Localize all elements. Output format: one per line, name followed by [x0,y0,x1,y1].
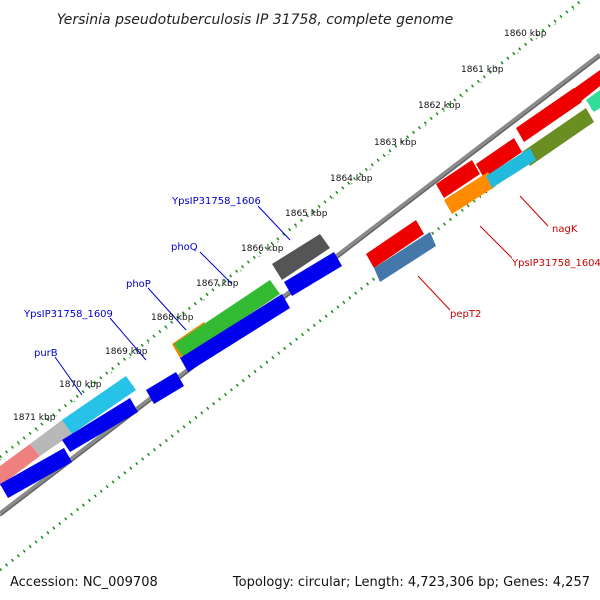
kbp-label: 1870 kbp [59,380,102,390]
gene-arrow [146,372,184,404]
gene-arrow [0,448,72,498]
kbp-label: 1860 kbp [504,29,547,39]
kbp-label: 1871 kbp [13,413,56,423]
gene-arrow [374,232,436,282]
kbp-label: 1868 kbp [151,313,194,323]
kbp-label: 1861 kbp [461,65,504,75]
gene-label: YpsIP31758_1606 [171,196,261,207]
gene-arrow [0,444,40,486]
gene-arrow [272,234,330,280]
gene-label: YpsIP31758_1604 [511,258,600,269]
accession-text: Accession: NC_009708 [10,575,158,590]
kbp-label: 1869 kbp [105,347,148,357]
kbp-label: 1867 kbp [196,279,239,289]
gene-arrow [62,398,138,452]
gene-arrow [62,376,136,434]
kbp-label: 1864 kbp [330,174,373,184]
map-title: Yersinia pseudotuberculosis IP 31758, co… [57,12,454,28]
gene-label: pepT2 [450,309,481,320]
gene-arrow [476,138,522,178]
forward-strand-genes [0,70,600,486]
gene-arrow [436,160,480,198]
gene-arrow [444,172,496,214]
gene-arrow [516,88,582,142]
kbp-labels: 1860 kbp 1861 kbp 1862 kbp 1863 kbp 1864… [13,29,547,423]
reverse-strand-genes [0,148,536,498]
kbp-label: 1862 kbp [418,101,461,111]
gene-label: phoP [126,279,151,290]
gene-arrow [572,70,600,102]
gene-arrow [366,220,424,268]
gene-arrow [180,294,290,372]
genome-summary: Topology: circular; Length: 4,723,306 bp… [232,575,590,590]
gene-label: phoQ [171,242,198,253]
gene-label: YpsIP31758_1609 [23,309,113,320]
gene-arrow [486,148,536,188]
gene-arrow [586,90,600,112]
gene-arrow [522,108,594,166]
gene-arrow [284,252,342,296]
kbp-label: 1865 kbp [285,209,328,219]
gene-arrow [30,420,72,456]
gene-label: purB [34,348,58,359]
kbp-label: 1866 kbp [241,244,284,254]
gene-labels: YpsIP31758_1606 phoQ phoP YpsIP31758_160… [23,196,600,359]
label-leaders [54,195,549,396]
kbp-label: 1863 kbp [374,138,417,148]
gene-label: nagK [552,224,578,235]
gene-arrow [174,280,280,358]
